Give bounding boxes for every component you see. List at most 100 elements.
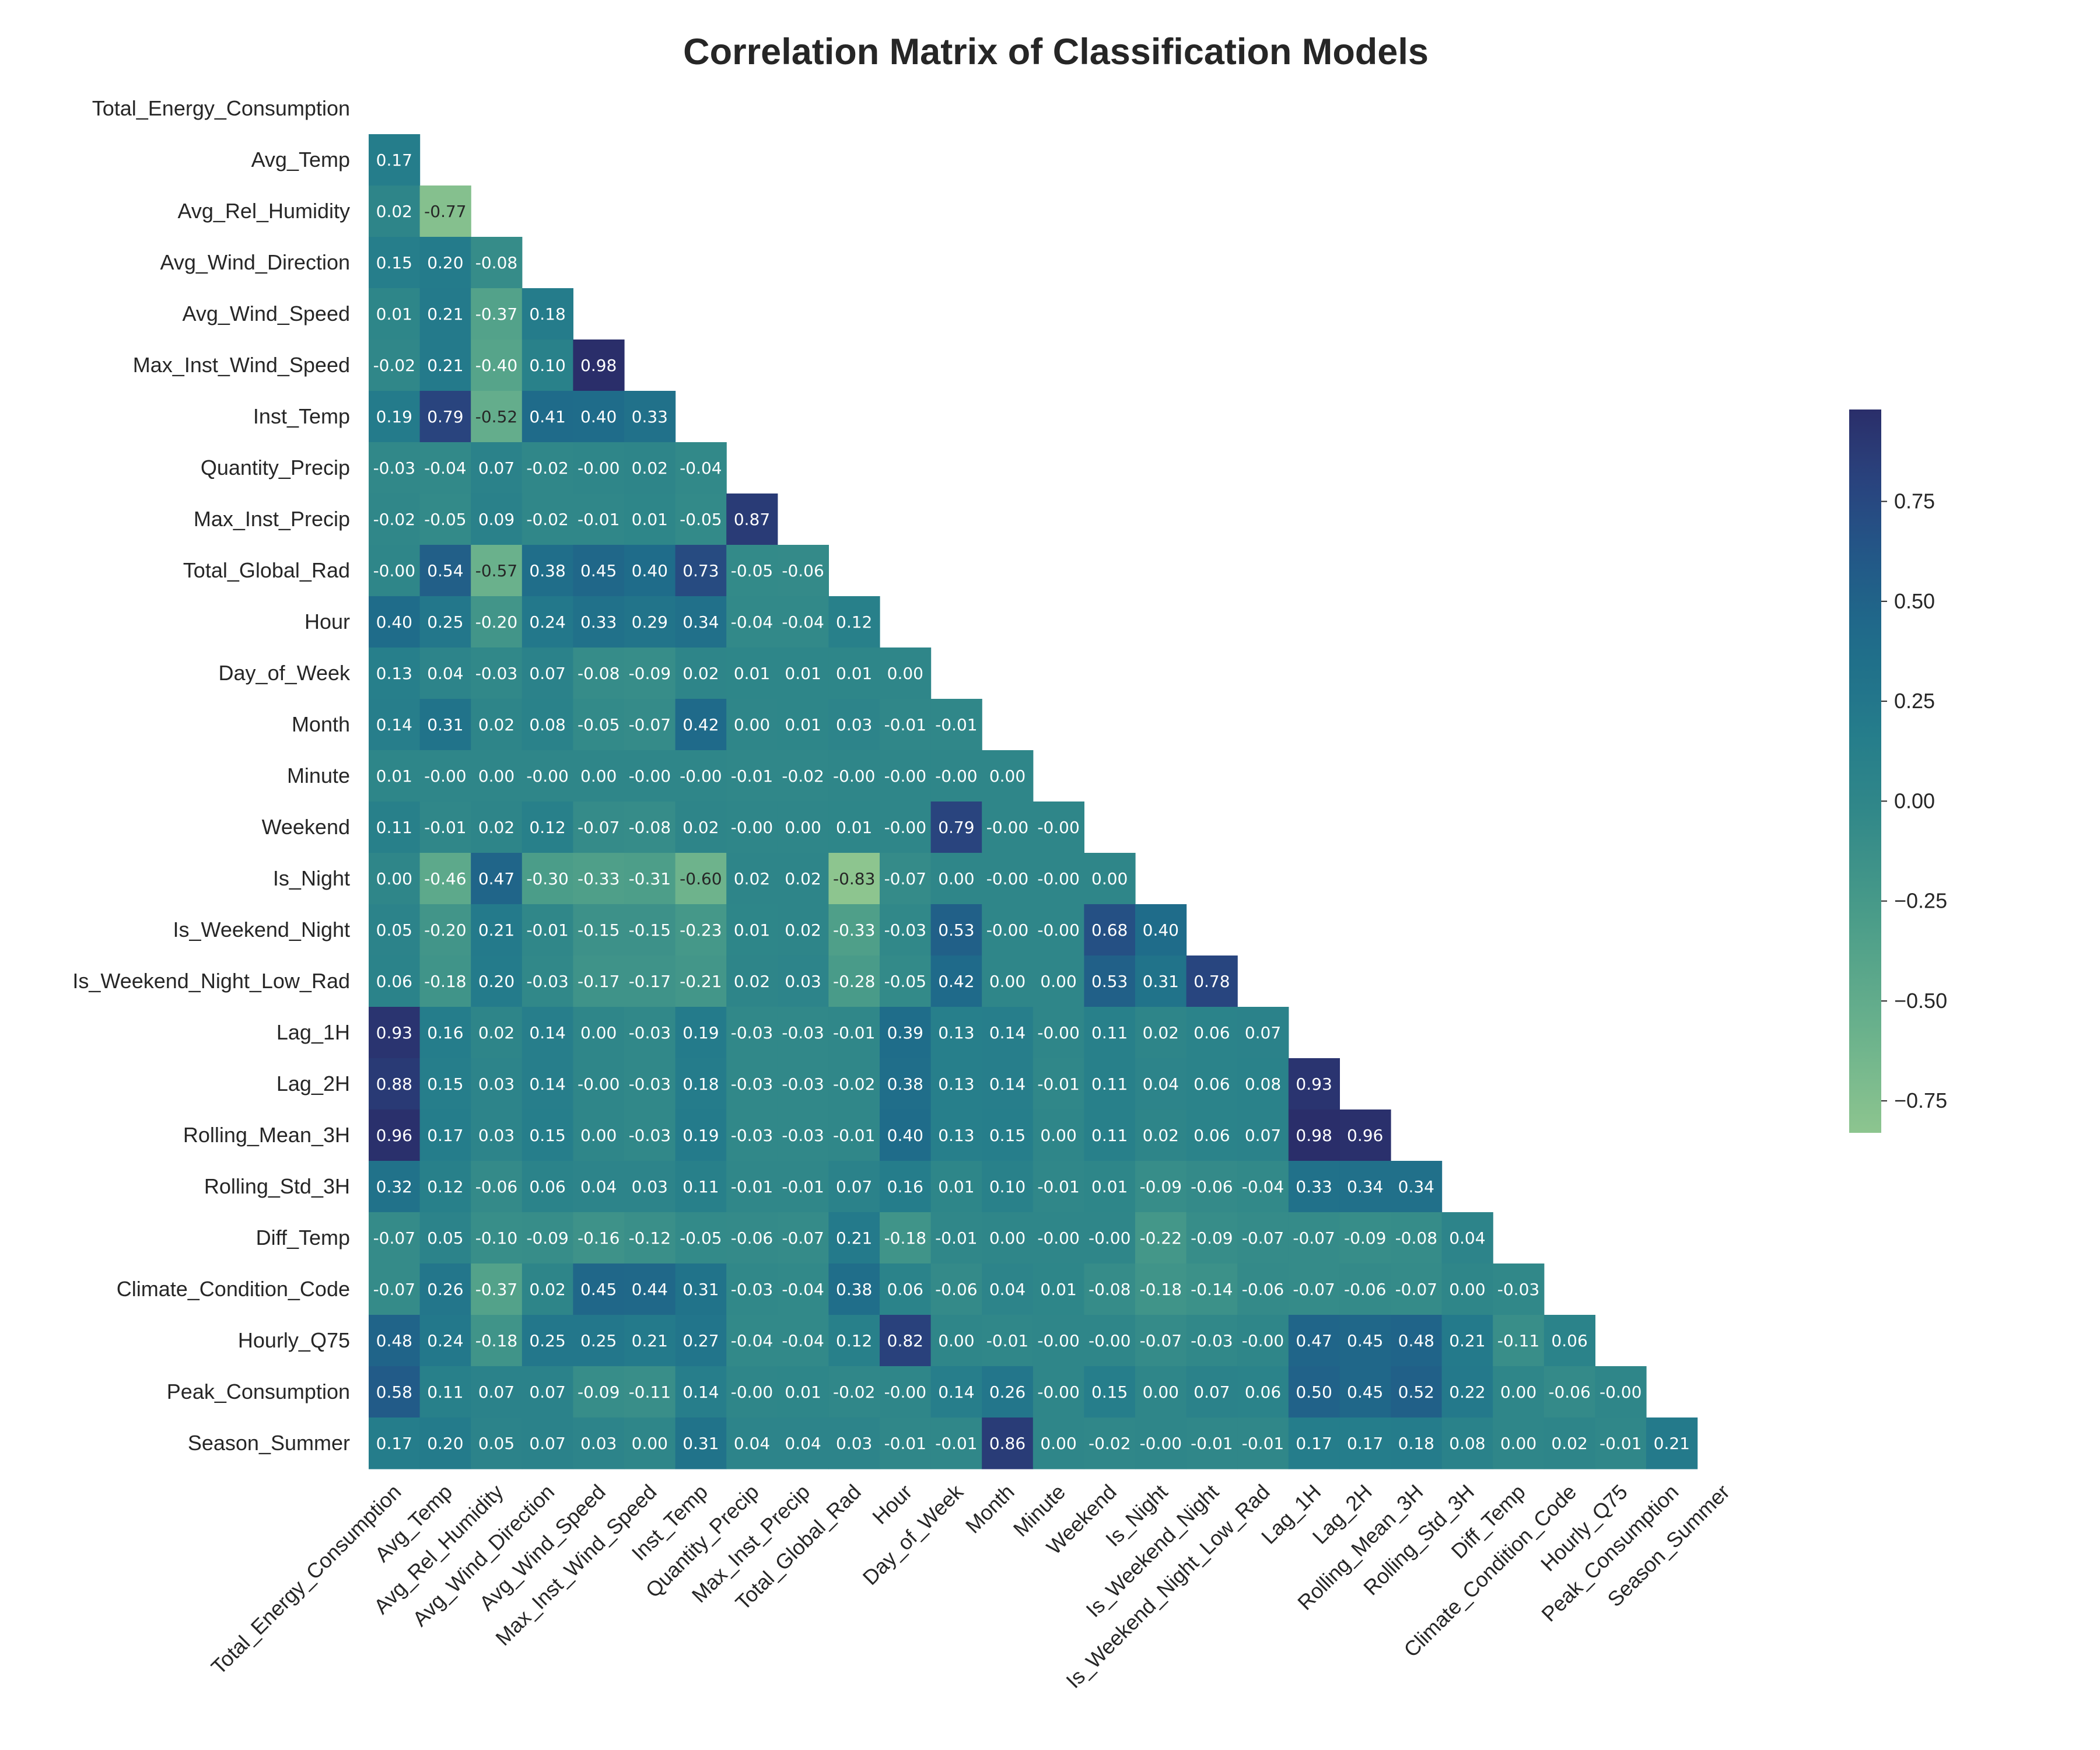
cell-value-label: -0.83: [833, 869, 875, 888]
cell-value-label: 0.38: [887, 1074, 923, 1094]
cell-value-label: 0.07: [529, 1382, 565, 1402]
cell-value-label: 0.17: [376, 1434, 412, 1453]
heatmap-cell: [726, 699, 778, 751]
heatmap-cell: [419, 802, 471, 853]
cell-value-label: 0.20: [478, 972, 514, 991]
heatmap-cell: [1186, 1315, 1238, 1367]
heatmap-cell: [624, 904, 676, 956]
cell-value-label: 0.03: [478, 1126, 514, 1145]
heatmap-cell: [982, 1161, 1034, 1213]
heatmap-cell: [726, 1007, 778, 1059]
cell-value-label: -0.08: [578, 664, 620, 683]
cell-value-label: 0.02: [734, 869, 770, 888]
cell-value-label: 0.79: [427, 407, 463, 426]
cell-value-label: 0.04: [1143, 1074, 1179, 1094]
heatmap-cell: [828, 904, 880, 956]
cell-value-label: -0.01: [424, 818, 466, 837]
heatmap-cell: [1441, 1315, 1493, 1367]
cell-value-label: 0.00: [989, 766, 1026, 786]
heatmap-cell: [1646, 1418, 1698, 1469]
cell-value-label: -0.02: [373, 356, 415, 375]
heatmap-cell: [1032, 1264, 1084, 1315]
heatmap-cell: [419, 1315, 471, 1367]
heatmap-cell: [1391, 1366, 1443, 1418]
cell-value-label: 0.15: [427, 1074, 463, 1094]
cell-value-label: -0.03: [475, 664, 517, 683]
cell-value-label: -0.09: [1140, 1177, 1182, 1196]
heatmap-cell: [982, 1315, 1034, 1367]
heatmap-cell: [1084, 1007, 1136, 1059]
heatmap-cell: [675, 1264, 727, 1315]
heatmap-cell: [1032, 1058, 1084, 1110]
heatmap-cell: [419, 288, 471, 340]
heatmap-cell: [522, 1264, 573, 1315]
cell-value-label: 0.31: [1143, 972, 1179, 991]
cell-value-label: -0.22: [1140, 1228, 1182, 1248]
cell-value-label: -0.01: [935, 1434, 977, 1453]
cell-value-label: -0.01: [935, 715, 977, 734]
heatmap-cell: [1288, 1315, 1340, 1367]
cell-value-label: 0.17: [376, 150, 412, 170]
heatmap-cell: [1186, 1110, 1238, 1161]
heatmap-cell: [522, 442, 573, 494]
heatmap-cell: [573, 1366, 625, 1418]
heatmap-cell: [522, 1315, 573, 1367]
y-tick-label: Rolling_Mean_3H: [183, 1123, 350, 1147]
cell-value-label: -0.17: [629, 972, 671, 991]
heatmap-cell: [522, 545, 573, 597]
cell-value-label: 0.33: [580, 612, 617, 632]
heatmap-cell: [573, 750, 625, 802]
heatmap-cell: [982, 956, 1034, 1007]
heatmap-cell: [1288, 1418, 1340, 1469]
heatmap-cell: [675, 1007, 727, 1059]
cell-value-label: 0.21: [632, 1331, 668, 1350]
heatmap-cell: [369, 1264, 421, 1315]
heatmap-cell: [880, 802, 932, 853]
heatmap-cell: [369, 494, 421, 545]
heatmap-cell: [1288, 1058, 1340, 1110]
cell-value-label: -0.00: [884, 766, 926, 786]
cell-value-label: 0.08: [1245, 1074, 1281, 1094]
cell-value-label: -0.01: [1037, 1074, 1079, 1094]
heatmap-cell: [369, 1418, 421, 1469]
heatmap-cell: [930, 956, 982, 1007]
heatmap-cell: [471, 1161, 523, 1213]
heatmap-cell: [369, 956, 421, 1007]
heatmap-cell: [1391, 1315, 1443, 1367]
heatmap-cell: [419, 1110, 471, 1161]
cell-value-label: -0.05: [578, 715, 620, 734]
heatmap-cell: [777, 1058, 829, 1110]
heatmap-cell: [828, 1315, 880, 1367]
cell-value-label: -0.30: [526, 869, 568, 888]
chart-title: Correlation Matrix of Classification Mod…: [683, 32, 1429, 72]
cell-value-label: 0.00: [1449, 1280, 1485, 1299]
heatmap-cell: [1237, 1058, 1289, 1110]
cell-value-label: -0.02: [833, 1074, 875, 1094]
cell-value-label: 0.11: [682, 1177, 719, 1196]
cell-value-label: 0.06: [1194, 1074, 1230, 1094]
heatmap-cell: [419, 1366, 471, 1418]
heatmap-cell: [828, 1418, 880, 1469]
cell-value-label: 0.05: [427, 1228, 463, 1248]
heatmap-cell: [573, 442, 625, 494]
heatmap-cell: [675, 853, 727, 905]
heatmap-cell: [777, 1007, 829, 1059]
heatmap-cell: [880, 1110, 932, 1161]
cell-value-label: 0.34: [1398, 1177, 1434, 1196]
heatmap-cell: [726, 1366, 778, 1418]
heatmap-cell: [471, 340, 523, 391]
heatmap-cell: [982, 1212, 1034, 1264]
heatmap-cell: [624, 956, 676, 1007]
cell-value-label: -0.03: [1191, 1331, 1233, 1350]
heatmap-cell: [880, 1264, 932, 1315]
cell-value-label: -0.02: [526, 510, 568, 529]
cell-value-label: -0.09: [629, 664, 671, 683]
cell-value-label: -0.00: [986, 921, 1028, 940]
cell-value-label: -0.01: [833, 1126, 875, 1145]
heatmap-cell: [624, 750, 676, 802]
cell-value-label: 0.26: [989, 1382, 1026, 1402]
heatmap-cell: [726, 904, 778, 956]
heatmap-cell: [982, 853, 1034, 905]
colorbar-tick-label: 0.50: [1894, 589, 1935, 613]
